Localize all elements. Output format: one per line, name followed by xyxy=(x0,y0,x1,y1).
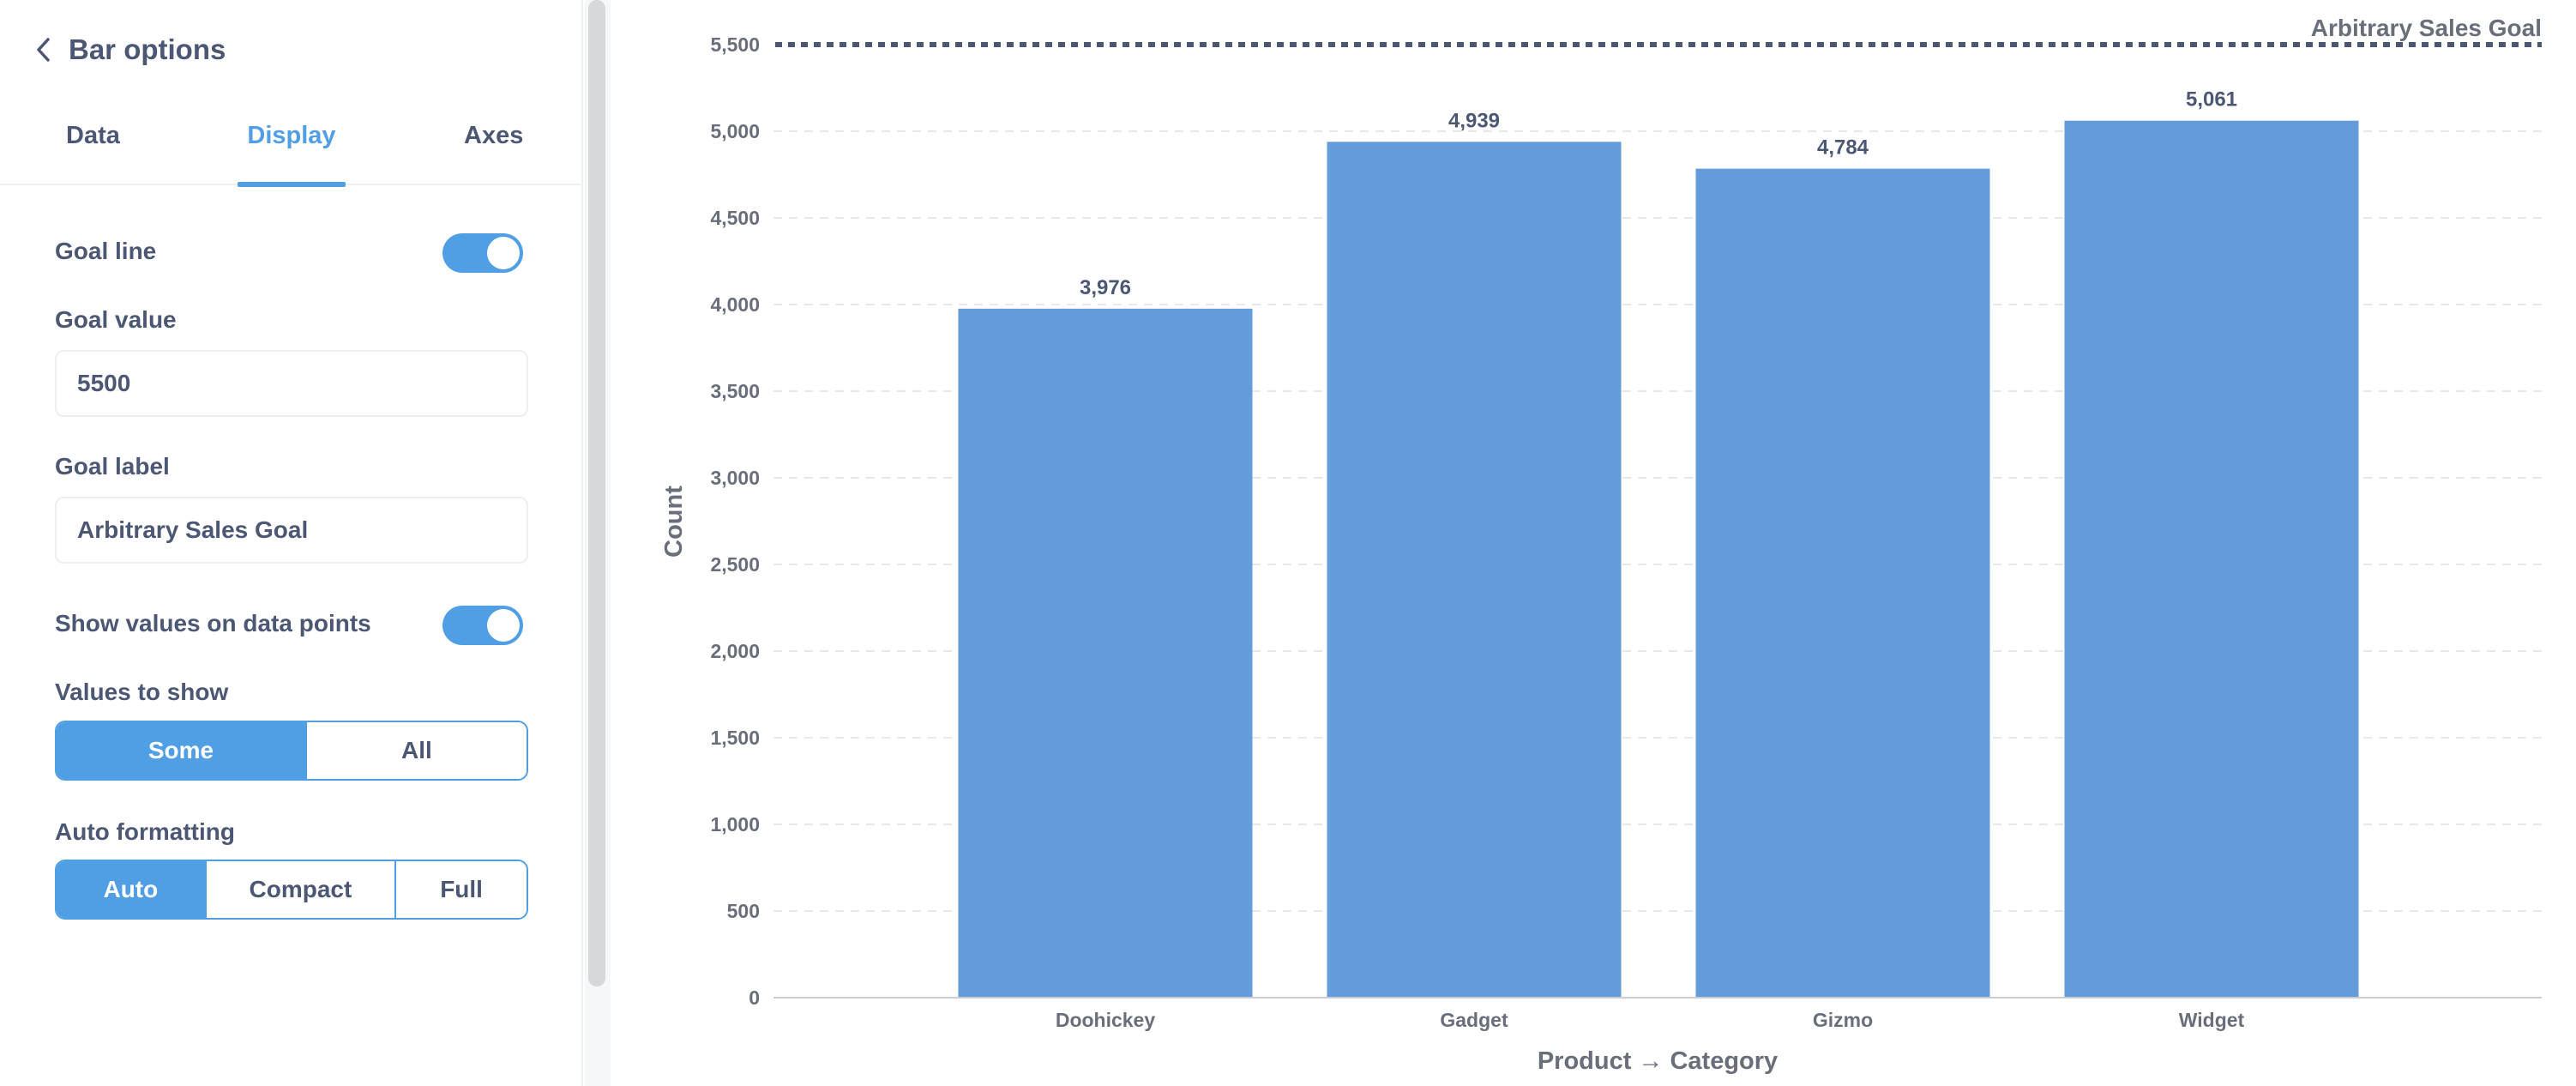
toggle-knob xyxy=(487,609,520,642)
y-tick-label: 0 xyxy=(749,986,760,1009)
toggle-knob xyxy=(487,237,520,269)
chart-area: 0 500 1,000 1,500 2,000 2,500 3,000 3,500 4,000 4… xyxy=(611,0,2576,1086)
chevron-left-icon[interactable] xyxy=(34,27,69,72)
values-all-option[interactable]: All xyxy=(304,722,527,779)
tab-data[interactable]: Data xyxy=(66,122,120,149)
bar-value-label: 4,939 xyxy=(1448,109,1500,132)
y-tick-label: 4,000 xyxy=(710,293,760,316)
x-tick-label: Doohickey xyxy=(1056,1009,1156,1031)
settings-tabs: Data Display Axes xyxy=(0,112,583,187)
bar-widget xyxy=(2064,120,2359,999)
goal-line-label: Arbitrary Sales Goal xyxy=(2311,15,2542,41)
y-tick-label: 1,000 xyxy=(710,813,760,836)
bar-doohickey xyxy=(958,308,1253,998)
bar-gadget xyxy=(1327,142,1622,998)
bar-chart: 0 500 1,000 1,500 2,000 2,500 3,000 3,500 4,000 4… xyxy=(660,15,2542,1075)
chart-settings-sidebar: Bar options Data Display Axes Goal line … xyxy=(0,0,583,1086)
y-tick-label: 2,000 xyxy=(710,640,760,662)
values-some-option[interactable]: Some xyxy=(57,722,305,779)
show-values-toggle[interactable] xyxy=(442,606,523,645)
tab-display[interactable]: Display xyxy=(238,112,346,187)
auto-formatting-segmented: Auto Compact Full xyxy=(55,860,528,920)
sidebar-header: Bar options xyxy=(34,27,226,72)
auto-formatting-label: Auto formatting xyxy=(55,818,235,845)
format-auto-option[interactable]: Auto xyxy=(57,861,205,918)
y-tick-label: 1,500 xyxy=(710,727,760,749)
show-values-label: Show values on data points xyxy=(55,610,371,637)
bar-value-label: 3,976 xyxy=(1080,276,1131,299)
tab-axes[interactable]: Axes xyxy=(464,122,524,149)
x-axis-title: Product → Category xyxy=(1538,1047,1778,1075)
y-tick-label: 5,000 xyxy=(710,120,760,142)
goal-value-input[interactable] xyxy=(55,350,528,417)
goal-value-label: Goal value xyxy=(55,306,177,333)
values-to-show-label: Values to show xyxy=(55,679,229,705)
x-tick-label: Widget xyxy=(2179,1009,2245,1031)
goal-label-label: Goal label xyxy=(55,453,170,480)
format-compact-option[interactable]: Compact xyxy=(204,861,395,918)
bar-value-label: 4,784 xyxy=(1817,136,1869,160)
goal-line-toggle[interactable] xyxy=(442,233,523,273)
sidebar-scrollbar-thumb[interactable] xyxy=(588,0,605,986)
values-to-show-segmented: Some All xyxy=(55,721,528,781)
x-tick-label: Gadget xyxy=(1440,1009,1508,1031)
bar-gizmo xyxy=(1695,168,1990,998)
y-tick-label: 2,500 xyxy=(710,553,760,576)
y-tick-label: 500 xyxy=(727,900,760,922)
goal-line-label: Goal line xyxy=(55,238,157,264)
y-axis-title: Count xyxy=(660,486,688,558)
format-full-option[interactable]: Full xyxy=(394,861,527,918)
goal-label-input[interactable] xyxy=(55,497,528,564)
y-tick-label: 4,500 xyxy=(710,207,760,229)
y-tick-label: 5,500 xyxy=(710,33,760,56)
y-tick-label: 3,000 xyxy=(710,467,760,489)
x-tick-label: Gizmo xyxy=(1813,1009,1873,1031)
sidebar-title[interactable]: Bar options xyxy=(69,33,226,65)
bar-value-label: 5,061 xyxy=(2186,88,2237,112)
y-tick-label: 3,500 xyxy=(710,380,760,402)
